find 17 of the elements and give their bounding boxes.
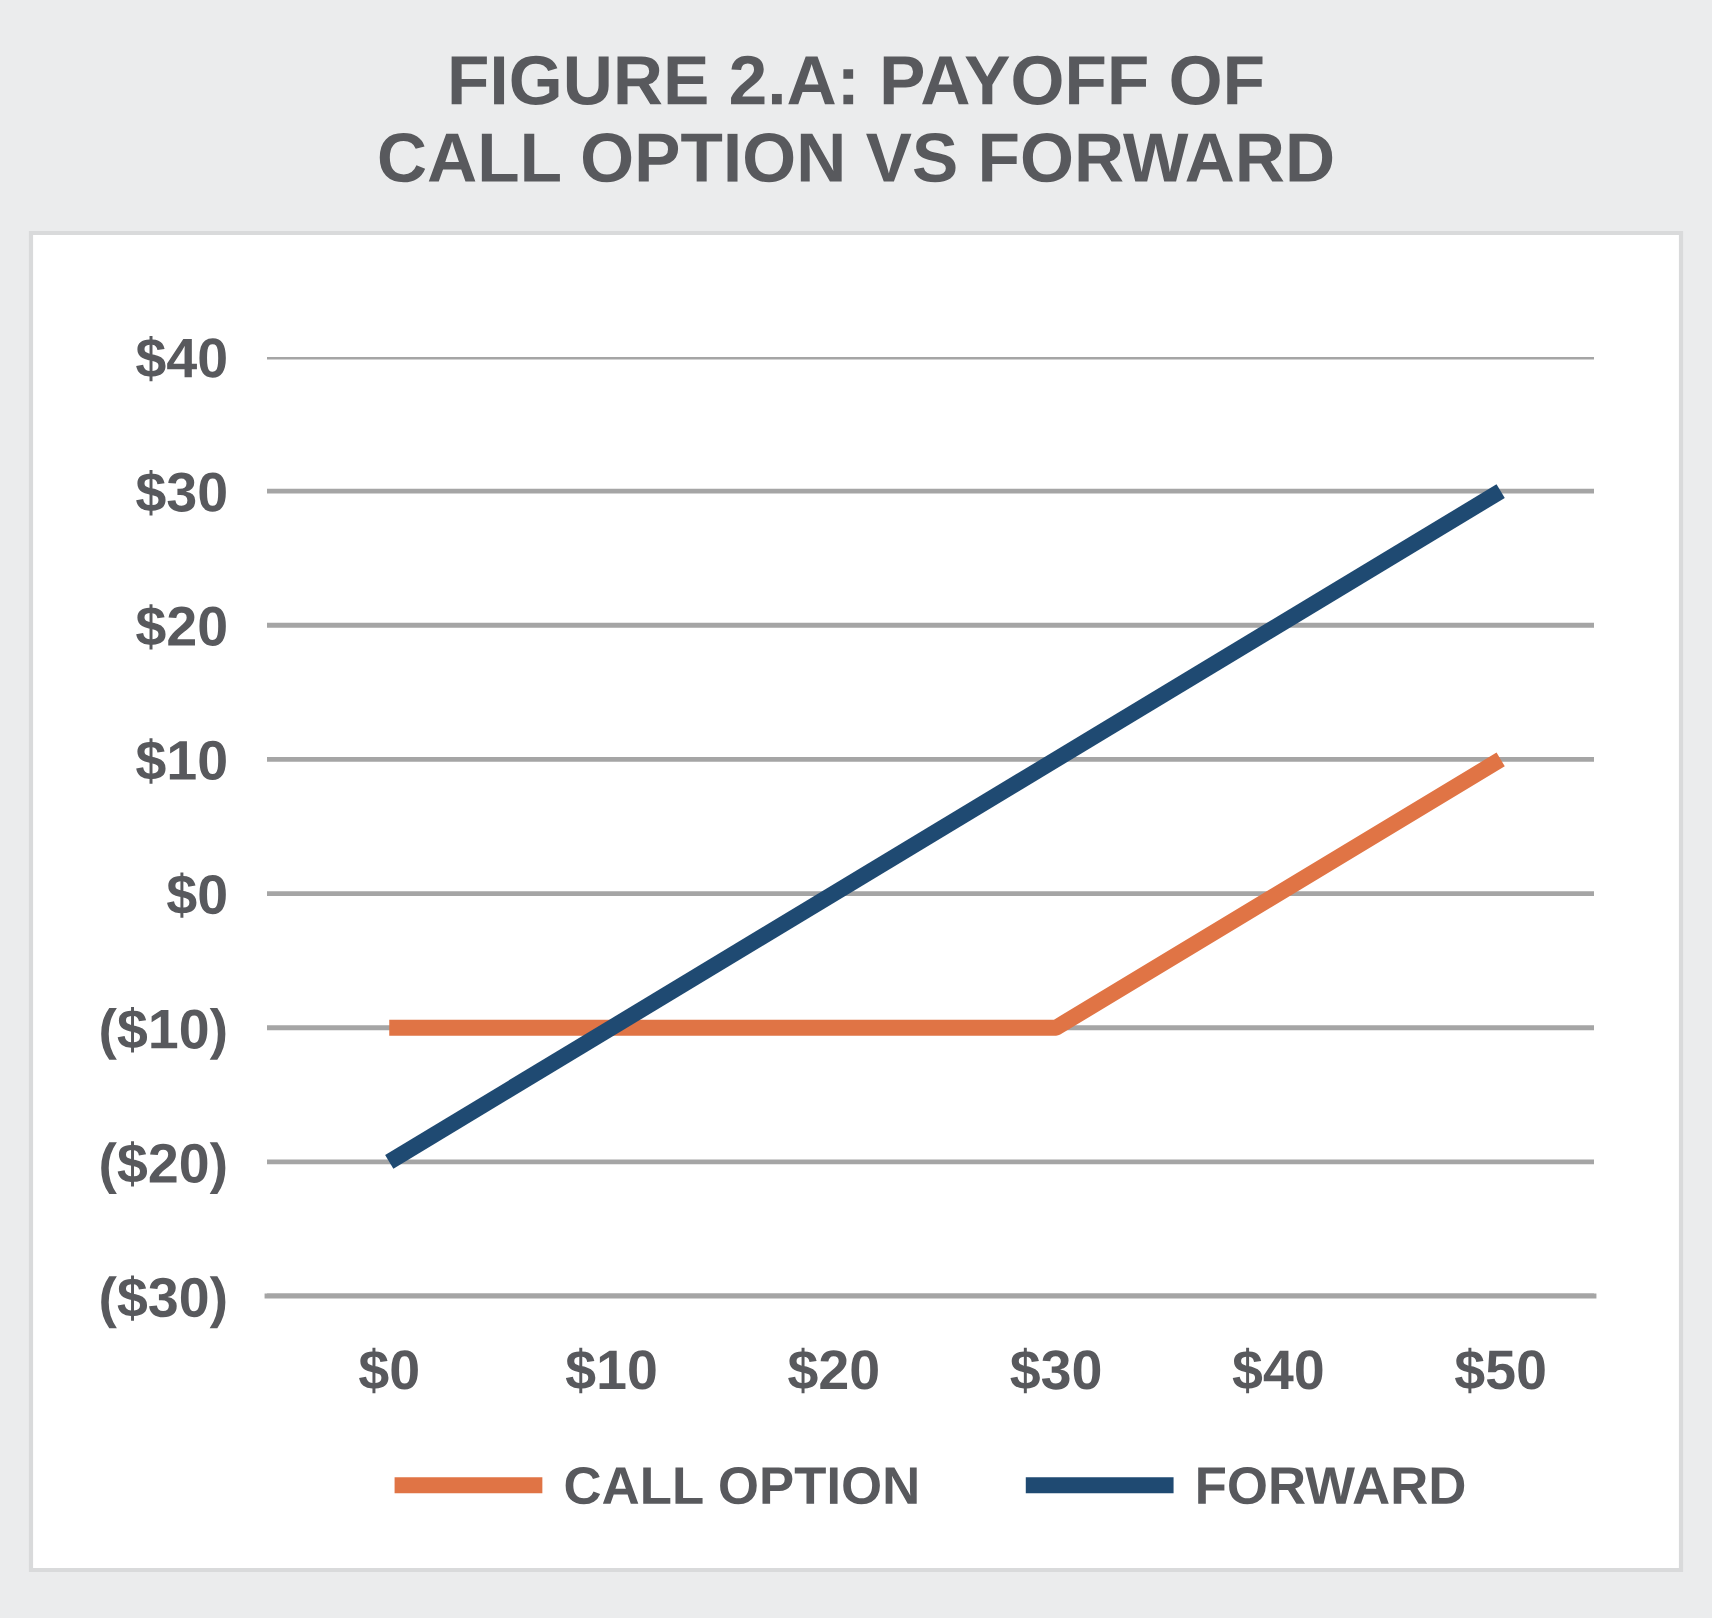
y-tick-label: $30 (136, 470, 226, 516)
y-tick-label: ($30) (101, 1275, 226, 1329)
y-tick-label: $20 (136, 604, 226, 650)
x-tick-label: $20 (788, 1347, 878, 1394)
y-tick-label: $0 (167, 872, 226, 918)
chart-title: FIGURE 2.A: PAYOFF OF CALL OPTION VS FORWARD (379, 55, 1333, 183)
legend-label: FORWARD (1198, 1466, 1465, 1505)
y-tick-label: $40 (136, 335, 226, 382)
x-tick-label: $10 (565, 1347, 656, 1394)
x-tick-label: $0 (359, 1347, 418, 1394)
x-tick-label: $50 (1455, 1347, 1545, 1394)
legend-label: CALL OPTION (565, 1466, 917, 1505)
x-tick-label: $40 (1232, 1347, 1323, 1394)
y-tick-label: ($10) (101, 1007, 226, 1060)
y-tick-label: ($20) (101, 1141, 226, 1194)
x-tick-label: $30 (1010, 1347, 1101, 1394)
y-tick-label: $10 (136, 738, 226, 784)
